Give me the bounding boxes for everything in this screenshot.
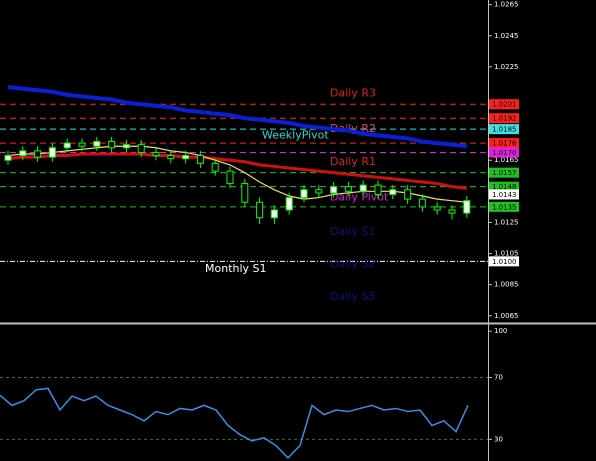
y-tick-label: 1.0085 xyxy=(494,281,519,289)
candle-body xyxy=(108,141,116,149)
candle-body xyxy=(374,184,382,195)
price-box-label: 1.0157 xyxy=(492,169,517,177)
candle-body xyxy=(330,186,338,194)
candle-body xyxy=(256,201,264,219)
candle-body xyxy=(167,155,175,160)
oscillator-line xyxy=(0,387,469,459)
pivot-label: Daily R3 xyxy=(330,86,376,99)
y-tick-label: 1.0245 xyxy=(494,32,519,40)
moving-average xyxy=(7,152,467,190)
y-tick-label: 70 xyxy=(494,374,503,382)
price-box xyxy=(489,138,519,149)
candle-body xyxy=(359,184,367,192)
y-tick-label: 100 xyxy=(494,327,507,335)
candle-body xyxy=(315,189,323,194)
y-tick-label: 30 xyxy=(494,435,503,443)
candle-body xyxy=(433,206,441,211)
price-box xyxy=(489,201,519,212)
price-box-label: 1.0201 xyxy=(492,101,517,109)
y-tick-label: 1.0105 xyxy=(494,250,519,258)
candle-body xyxy=(241,183,249,203)
price-box-label: 1.0148 xyxy=(492,183,517,191)
candle-body xyxy=(226,170,234,185)
candle-body xyxy=(448,209,456,214)
price-box xyxy=(489,99,519,110)
candle-body xyxy=(389,189,397,195)
y-tick-label: 1.0225 xyxy=(494,63,519,71)
candle-body xyxy=(463,200,471,214)
candle-body xyxy=(34,150,42,158)
candle-body xyxy=(19,150,27,157)
price-box-label: 1.0176 xyxy=(492,140,517,148)
candle-body xyxy=(270,209,278,219)
moving-average xyxy=(7,85,468,149)
price-box xyxy=(489,256,519,267)
price-box-label: 1.0192 xyxy=(492,115,517,123)
candle-body xyxy=(344,186,352,192)
price-box-label: 1.0185 xyxy=(492,126,517,134)
candle-body xyxy=(182,155,190,160)
price-box xyxy=(489,147,519,158)
pivot-label: Daily S1 xyxy=(330,225,375,238)
price-box-label: 1.0170 xyxy=(492,149,517,157)
price-box xyxy=(489,124,519,135)
pivot-label: Daily S3 xyxy=(330,290,375,303)
price-box xyxy=(489,167,519,178)
candle-body xyxy=(93,141,101,147)
candle-body xyxy=(418,198,426,208)
price-box-label: 1.0135 xyxy=(492,203,517,211)
y-tick-label: 1.0265 xyxy=(494,1,519,9)
candle-body xyxy=(285,197,293,211)
candle-body xyxy=(122,144,130,149)
candle-body xyxy=(78,142,86,147)
candle-body xyxy=(4,155,12,161)
candle-body xyxy=(48,147,56,158)
pivot-label: Daily R1 xyxy=(330,155,376,168)
price-box-label: 1.0143 xyxy=(492,191,517,199)
candle-body xyxy=(211,162,219,172)
pivot-label: Daily S2 xyxy=(330,257,375,270)
candle-body xyxy=(152,151,160,157)
price-box xyxy=(489,113,519,124)
y-tick-label: 1.0065 xyxy=(494,312,519,320)
pivot-label: Monthly S1 xyxy=(205,262,267,275)
candle-body xyxy=(196,155,204,164)
pivot-label: WeeklyPivot xyxy=(262,128,329,141)
candle-body xyxy=(137,144,145,153)
candle-body xyxy=(63,142,71,149)
candle-body xyxy=(404,189,412,200)
y-tick-label: 1.0165 xyxy=(494,156,519,164)
price-box xyxy=(489,181,519,192)
candle-body xyxy=(300,189,308,199)
price-box-label: 1.0100 xyxy=(492,258,517,266)
y-tick-label: 1.0125 xyxy=(494,218,519,226)
price-box xyxy=(489,189,519,200)
